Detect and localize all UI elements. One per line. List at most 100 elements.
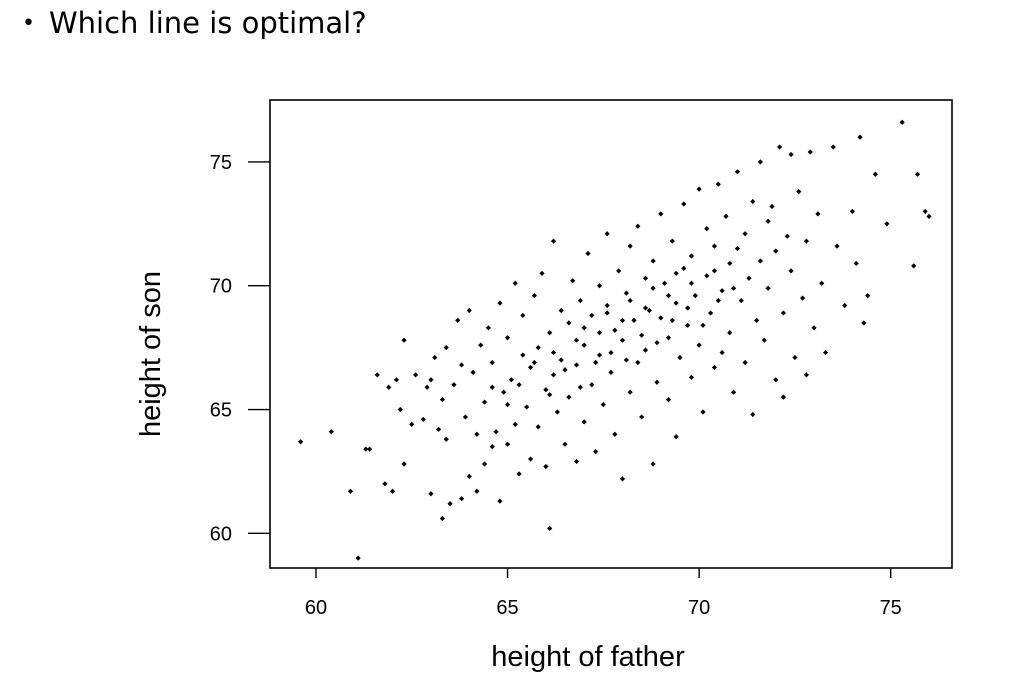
data-point [849, 208, 855, 215]
data-point [788, 151, 794, 158]
data-point [485, 325, 491, 331]
data-point [577, 384, 583, 390]
data-point [455, 317, 461, 323]
data-point [799, 295, 806, 301]
data-point [746, 275, 752, 281]
data-point [451, 382, 457, 388]
data-point [765, 285, 771, 291]
data-point [757, 159, 764, 165]
data-point [926, 213, 932, 219]
data-point [685, 305, 691, 311]
data-point [443, 345, 449, 351]
data-point [627, 297, 633, 304]
data-point [711, 243, 718, 249]
data-point [677, 354, 683, 361]
data-point [639, 414, 645, 420]
y-tick-label: 60 [210, 523, 232, 545]
data-point [700, 322, 706, 328]
data-point [393, 377, 400, 383]
data-point [616, 268, 622, 274]
data-point [439, 515, 446, 522]
data-point [619, 317, 626, 323]
data-point [401, 337, 407, 343]
data-point [412, 372, 419, 378]
data-point [374, 372, 380, 378]
data-point [520, 312, 526, 319]
data-point [543, 463, 549, 470]
data-point [727, 330, 733, 336]
data-point [899, 119, 905, 125]
data-point [681, 265, 687, 271]
data-point [665, 397, 672, 403]
data-point [608, 369, 614, 375]
data-point [753, 317, 760, 323]
data-point [711, 268, 718, 274]
data-point [922, 208, 928, 215]
data-point [704, 226, 710, 232]
data-point [501, 389, 507, 395]
data-point [550, 238, 557, 244]
data-point [627, 389, 633, 395]
data-point [619, 476, 626, 482]
data-point [688, 374, 695, 380]
data-point [853, 260, 859, 267]
data-point [550, 349, 557, 356]
data-point [558, 357, 564, 363]
data-point [734, 169, 741, 175]
data-points [298, 119, 932, 561]
data-point [635, 223, 641, 229]
data-point [654, 340, 660, 346]
data-point [700, 409, 706, 415]
data-point [489, 384, 495, 390]
data-point [508, 377, 514, 383]
data-point [593, 359, 599, 366]
data-point [604, 302, 610, 309]
data-point [489, 359, 495, 366]
data-point [773, 377, 779, 383]
data-point [390, 488, 396, 494]
data-point [815, 211, 821, 217]
x-tick-label: 65 [496, 597, 518, 619]
data-point [573, 337, 580, 343]
data-point [635, 359, 641, 366]
data-point [474, 431, 480, 437]
data-point [650, 285, 656, 291]
data-point [535, 424, 541, 430]
data-point [547, 330, 553, 336]
data-point [780, 394, 787, 400]
data-point [780, 310, 787, 316]
data-point [428, 491, 434, 497]
data-point [355, 555, 361, 561]
y-tick-label: 70 [210, 276, 232, 298]
data-point [547, 392, 553, 398]
data-point [696, 186, 702, 192]
data-point [673, 270, 679, 276]
data-point [792, 354, 798, 361]
data-point [711, 364, 718, 371]
data-point [642, 305, 649, 311]
data-point [623, 357, 629, 363]
slide-question: Which line is optimal? [48, 6, 367, 40]
data-point [367, 446, 373, 452]
data-point [570, 278, 576, 284]
data-point [524, 404, 530, 410]
data-point [642, 347, 649, 353]
x-axis: 60 65 70 75 [305, 568, 902, 619]
data-point [658, 315, 664, 321]
data-point [692, 293, 698, 299]
data-point [650, 461, 656, 467]
data-point [914, 171, 921, 177]
data-point [420, 416, 426, 423]
data-point [723, 213, 729, 219]
data-point [719, 288, 725, 294]
y-tick-label: 75 [210, 152, 232, 174]
data-point [842, 302, 848, 309]
data-point [531, 359, 537, 366]
data-point [685, 322, 691, 328]
data-point [443, 436, 449, 442]
data-point [409, 421, 415, 427]
data-point [604, 231, 610, 237]
data-point [535, 345, 541, 351]
data-point [481, 399, 488, 405]
